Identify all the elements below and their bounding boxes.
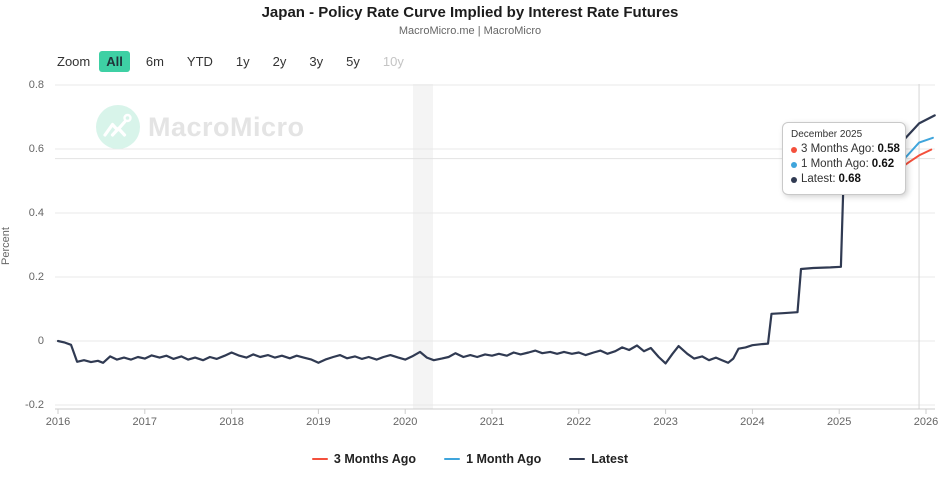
x-tick-label: 2025 bbox=[826, 416, 852, 428]
series-dot-icon bbox=[791, 176, 797, 183]
range-button-5y[interactable]: 5y bbox=[346, 54, 360, 69]
tooltip-date: December 2025 bbox=[791, 129, 863, 140]
y-tick-label: -0.2 bbox=[25, 399, 44, 411]
legend-line-icon bbox=[569, 457, 586, 461]
x-tick-label: 2026 bbox=[913, 416, 939, 428]
legend-label: 3 Months Ago bbox=[333, 452, 417, 466]
range-button-1y[interactable]: 1y bbox=[235, 54, 250, 69]
range-button-6m[interactable]: 6m bbox=[145, 54, 164, 69]
tooltip-series-value: 0.62 bbox=[871, 158, 895, 170]
y-tick-label: 0.8 bbox=[28, 79, 44, 91]
y-tick-label: 0.6 bbox=[28, 143, 44, 155]
range-buttons: All 6m YTD 1y 2y 3y 5y 10y bbox=[99, 51, 411, 72]
recession-band bbox=[413, 84, 433, 409]
range-button-3y[interactable]: 3y bbox=[309, 54, 324, 69]
x-tick-label: 2020 bbox=[392, 416, 418, 428]
zoom-label: Zoom bbox=[57, 54, 91, 69]
legend-item-1-month-ago[interactable]: 1 Month Ago bbox=[444, 452, 541, 466]
chart-title: Japan - Policy Rate Curve Implied by Int… bbox=[261, 4, 679, 21]
range-button-all[interactable]: All bbox=[99, 51, 130, 72]
chart-subtitle: MacroMicro.me | MacroMicro bbox=[398, 25, 542, 37]
x-tick-label: 2017 bbox=[132, 416, 158, 428]
x-tick-label: 2019 bbox=[306, 416, 331, 428]
tooltip-series-value: 0.68 bbox=[838, 173, 861, 185]
x-tick-label: 2016 bbox=[45, 416, 71, 428]
range-button-ytd[interactable]: YTD bbox=[186, 54, 213, 69]
tooltip-series-name: 1 Month Ago: bbox=[801, 158, 869, 170]
tooltip-series-value: 0.58 bbox=[877, 143, 900, 155]
hover-tooltip: December 2025 3 Months Ago: 0.58 1 Month A… bbox=[782, 122, 906, 195]
series-dot-icon bbox=[791, 146, 797, 153]
y-axis-title: Percent bbox=[0, 227, 12, 265]
x-tick-label: 2021 bbox=[479, 416, 505, 428]
range-button-2y[interactable]: 2y bbox=[272, 54, 287, 69]
x-tick-label: 2018 bbox=[219, 416, 244, 428]
tooltip-row-3-months-ago: 3 Months Ago: 0.58 bbox=[791, 142, 900, 157]
tooltip-series-name: Latest: bbox=[801, 173, 836, 185]
tooltip-row-latest: Latest: 0.68 bbox=[791, 172, 897, 187]
range-button-10y: 10y bbox=[382, 54, 404, 69]
legend-line-icon bbox=[311, 457, 328, 461]
legend-label: 1 Month Ago bbox=[466, 452, 542, 466]
chart-legend: 3 Months Ago 1 Month Ago Latest bbox=[0, 452, 940, 466]
legend-item-latest[interactable]: Latest bbox=[569, 452, 628, 466]
tooltip-series-name: 3 Months Ago: bbox=[801, 143, 875, 155]
legend-label: Latest bbox=[591, 452, 629, 466]
y-tick-label: 0.4 bbox=[28, 207, 44, 219]
range-toolbar: Zoom All 6m YTD 1y 2y 3y 5y 10y bbox=[57, 51, 411, 72]
series-dot-icon bbox=[791, 161, 797, 168]
x-tick-label: 2024 bbox=[740, 416, 765, 428]
tooltip-row-1-month-ago: 1 Month Ago: 0.62 bbox=[791, 157, 897, 172]
y-tick-label: 0.2 bbox=[28, 271, 44, 283]
legend-line-icon bbox=[444, 457, 461, 461]
series-line-latest[interactable] bbox=[56, 114, 936, 365]
y-tick-label: 0 bbox=[37, 335, 44, 347]
x-tick-label: 2022 bbox=[566, 416, 592, 428]
x-tick-label: 2023 bbox=[653, 416, 678, 428]
legend-item-3-months-ago[interactable]: 3 Months Ago bbox=[311, 452, 417, 466]
